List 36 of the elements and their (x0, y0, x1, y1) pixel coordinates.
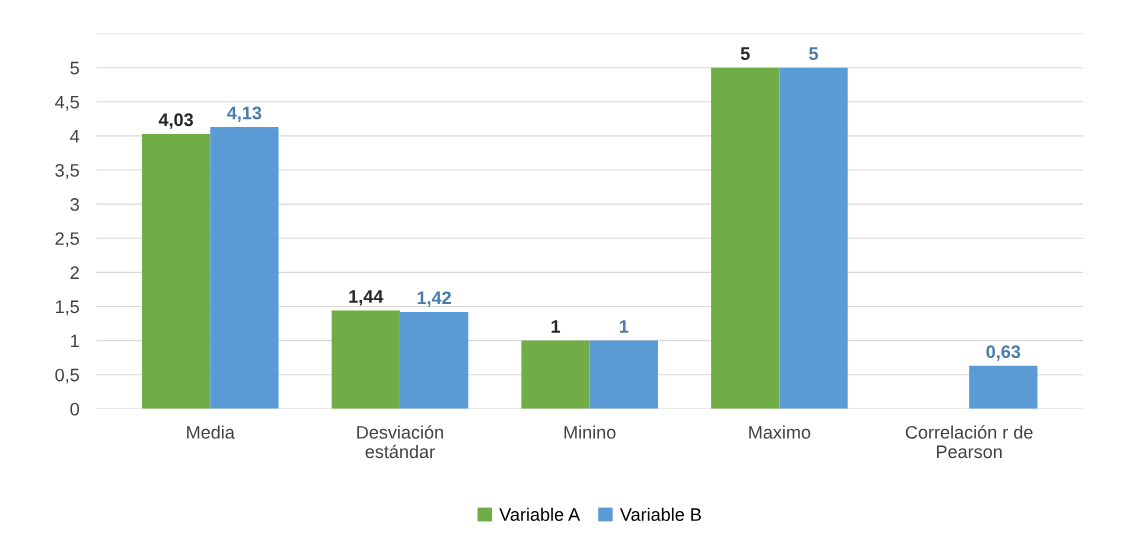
y-tick-label: 4 (70, 130, 80, 143)
y-tick-label: 2 (70, 266, 79, 279)
y-tick-label: 4,5 (55, 95, 79, 111)
data-label: 1 (619, 320, 629, 333)
x-tick-label: Maximo (749, 425, 811, 439)
data-label: 1,44 (349, 290, 384, 306)
x-tick-label: Correlación r de Pearson (905, 425, 1033, 459)
x-tick-label: Media (187, 425, 235, 439)
x-tick-label: Desviación estándar (357, 425, 443, 459)
data-label: 0,63 (986, 345, 1021, 361)
bar (589, 340, 658, 409)
bar (399, 311, 469, 409)
legend-label: Variable B (619, 507, 701, 521)
data-label: 5 (740, 47, 750, 60)
bar (210, 127, 279, 409)
y-tick-label: 2,5 (55, 232, 79, 248)
y-tick-label: 1,5 (56, 300, 79, 316)
bar (711, 67, 780, 409)
legend-label: Variable A (499, 507, 581, 521)
data-label: 1,42 (417, 291, 451, 307)
bar (969, 365, 1038, 409)
x-tick-label: Minino (564, 425, 616, 439)
data-label: 4,03 (158, 113, 193, 129)
y-tick-label: 5 (70, 61, 79, 75)
data-label: 5 (809, 47, 819, 60)
y-tick-label: 3 (70, 198, 79, 211)
bar (141, 133, 211, 409)
bar (521, 340, 590, 409)
data-label: 1 (551, 320, 561, 333)
data-label: 4,13 (227, 106, 262, 122)
y-tick-label: 0,5 (55, 368, 79, 384)
bar (779, 67, 848, 409)
y-tick-label: 1 (71, 334, 79, 348)
bar (331, 310, 400, 409)
y-tick-label: 0 (70, 402, 80, 416)
y-tick-label: 3,5 (55, 163, 79, 179)
